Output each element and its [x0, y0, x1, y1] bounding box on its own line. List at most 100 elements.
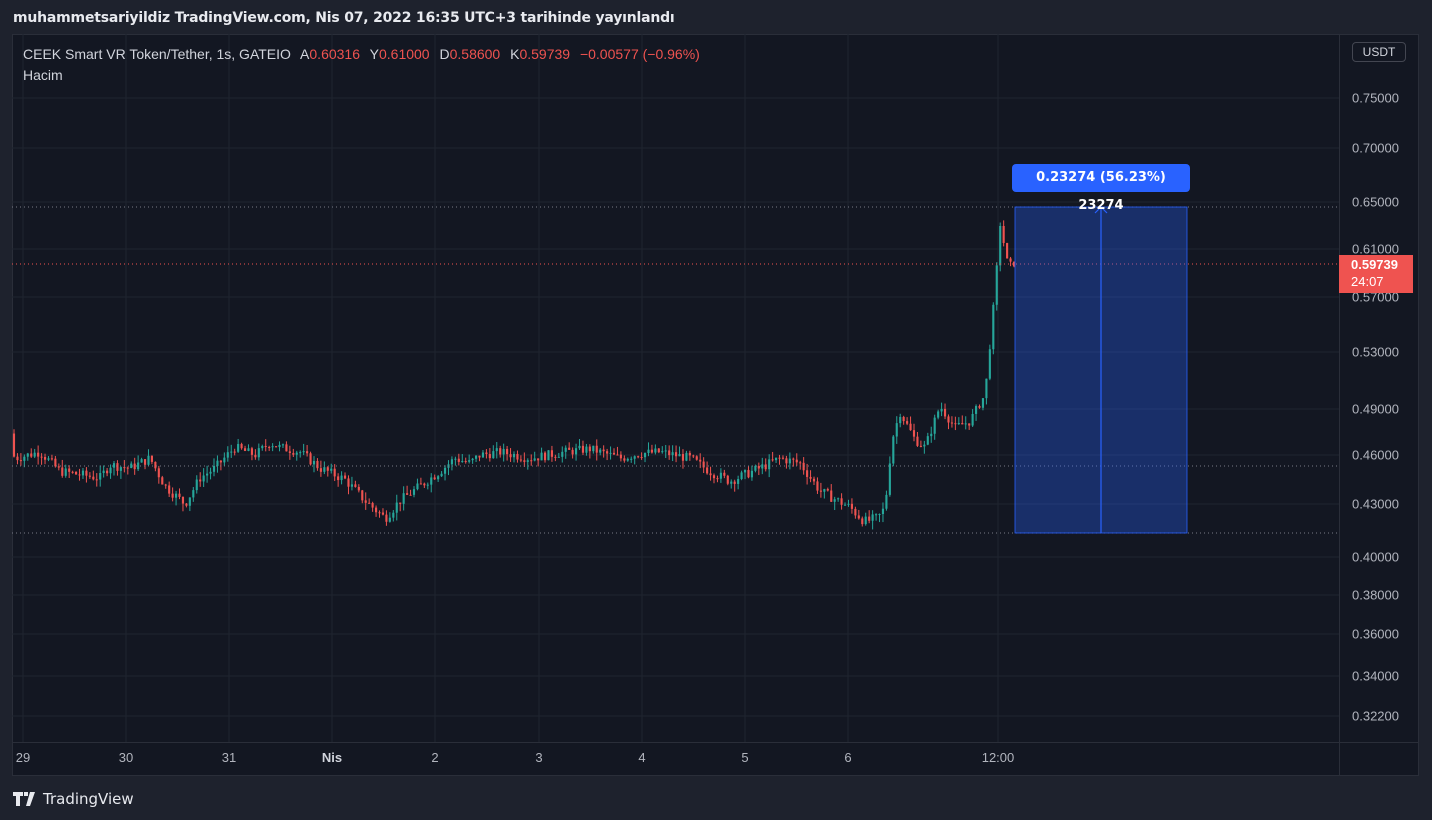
candle-body — [512, 453, 516, 458]
candle-body — [537, 458, 540, 461]
candle-body — [123, 467, 126, 469]
candle-body — [54, 458, 57, 467]
chart-frame — [12, 34, 1419, 776]
candle-body — [50, 458, 53, 460]
candle-body — [661, 451, 664, 453]
candle-body — [250, 448, 253, 455]
candle-body — [137, 462, 140, 470]
candle-body — [712, 475, 716, 479]
high-label: Y — [369, 46, 379, 62]
candle-body — [475, 455, 478, 459]
chart-plot-area[interactable] — [12, 34, 1339, 742]
candle-body — [30, 453, 33, 457]
candle-body — [743, 469, 747, 473]
candle-body — [168, 485, 171, 494]
candle-body — [454, 458, 457, 460]
open-label: A — [300, 46, 310, 62]
candle-body — [347, 478, 350, 487]
candle-body — [47, 458, 50, 460]
candle-body — [154, 461, 157, 469]
candle-body — [675, 452, 678, 457]
candle-body — [837, 498, 840, 500]
candle-body — [368, 502, 371, 504]
candle-body — [471, 458, 474, 461]
price-axis[interactable] — [1339, 34, 1419, 742]
candle-body — [457, 458, 460, 462]
candle-body — [33, 452, 36, 457]
candle-body — [892, 436, 895, 464]
candle-body — [357, 486, 360, 491]
candle-body — [685, 452, 688, 461]
candle-body — [147, 455, 150, 465]
candle-body — [223, 457, 226, 463]
candle-body — [840, 498, 843, 505]
candle-body — [937, 411, 940, 418]
tradingview-logo-icon — [13, 792, 35, 806]
candle-body — [764, 464, 767, 470]
candle-body — [543, 452, 547, 461]
symbol-title[interactable]: CEEK Smart VR Token/Tether, 1s, GATEIO — [23, 46, 291, 62]
candle-body — [106, 470, 109, 474]
candle-body — [340, 475, 343, 481]
candle-body — [599, 449, 602, 453]
candle-body — [399, 502, 402, 504]
candle-body — [495, 448, 498, 452]
volume-legend[interactable]: Hacim — [23, 67, 63, 83]
price-tick: 0.57000 — [1352, 289, 1399, 305]
candle-body — [516, 453, 519, 460]
candle-body — [747, 469, 750, 478]
candle-body — [509, 454, 512, 458]
candle-body — [143, 459, 147, 465]
time-axis[interactable] — [12, 742, 1339, 776]
candle-body — [878, 513, 881, 515]
candle-body — [702, 461, 705, 468]
candle-body — [37, 452, 40, 457]
candle-body — [461, 461, 464, 463]
candle-body — [75, 471, 78, 475]
candle-body — [630, 458, 633, 460]
time-tick: 6 — [844, 750, 852, 765]
candle-body — [333, 468, 336, 477]
candle-body — [130, 463, 133, 469]
candle-body — [768, 459, 771, 470]
candle-body — [319, 468, 322, 472]
footer-brand[interactable]: TradingView — [13, 788, 134, 810]
candle-body — [981, 398, 985, 408]
candle-body — [606, 451, 609, 454]
candle-body — [212, 465, 216, 472]
price-tick: 0.65000 — [1352, 194, 1399, 210]
currency-button[interactable]: USDT — [1352, 42, 1406, 62]
candle-body — [737, 478, 740, 484]
candle-body — [316, 460, 319, 469]
high-value: 0.61000 — [378, 46, 430, 62]
candle-body — [968, 423, 971, 426]
candle-body — [243, 448, 247, 451]
brand-name: TradingView — [43, 790, 134, 808]
candlestick-chart[interactable] — [12, 34, 1339, 742]
time-tick: 31 — [221, 750, 237, 765]
candle-body — [571, 449, 574, 455]
candle-body — [847, 503, 850, 505]
candle-body — [85, 470, 88, 476]
low-label: D — [439, 46, 450, 62]
candle-body — [568, 447, 571, 450]
candle-body — [633, 456, 636, 459]
candle-body — [692, 455, 695, 457]
candle-body — [771, 459, 774, 461]
candle-body — [526, 460, 529, 462]
candle-body — [830, 490, 833, 502]
candle-body — [443, 467, 447, 474]
candle-body — [499, 448, 502, 455]
candle-body — [433, 477, 436, 480]
candle-body — [492, 451, 495, 459]
candle-body — [502, 448, 505, 455]
candle-body — [750, 470, 753, 478]
measure-tool-label[interactable]: 0.23274 (56.23%) 23274 — [1012, 164, 1190, 213]
candle-body — [375, 507, 378, 513]
candle-body — [995, 265, 998, 305]
time-tick: 5 — [741, 750, 749, 765]
candle-body — [947, 416, 950, 423]
candle-body — [709, 473, 712, 476]
candle-body — [961, 423, 964, 425]
candle-body — [588, 446, 591, 452]
